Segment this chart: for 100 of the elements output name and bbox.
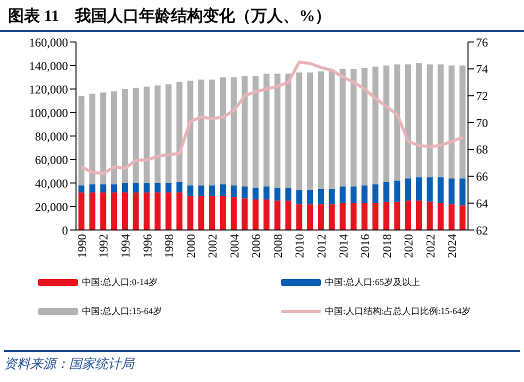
bar xyxy=(460,205,466,230)
bar xyxy=(187,196,194,230)
bar xyxy=(405,200,412,230)
x-tick-label: 2018 xyxy=(380,234,394,258)
bar xyxy=(252,199,259,230)
bar xyxy=(426,64,433,178)
bar xyxy=(340,69,346,187)
bar xyxy=(340,202,346,230)
legend-label: 中国:人口结构:占总人口比例:15-64岁 xyxy=(325,305,470,318)
bar xyxy=(100,92,106,184)
bar xyxy=(230,197,237,230)
y2-tick-label: 70 xyxy=(476,116,488,130)
bar xyxy=(362,185,368,203)
bar xyxy=(132,88,139,183)
bar xyxy=(426,202,433,230)
x-tick-label: 2016 xyxy=(358,234,372,258)
bar xyxy=(89,94,96,184)
bar xyxy=(307,190,314,204)
bar xyxy=(274,200,280,230)
bar xyxy=(144,183,150,192)
y-tick-label: 0 xyxy=(62,223,68,238)
bar xyxy=(318,71,324,189)
bar xyxy=(383,182,390,202)
bar xyxy=(383,66,390,182)
bar xyxy=(154,183,161,192)
bar xyxy=(362,202,368,230)
bar xyxy=(154,85,161,183)
bar xyxy=(122,183,128,192)
bar xyxy=(220,77,226,184)
bar xyxy=(285,200,292,230)
bar xyxy=(242,76,248,187)
text: 资料来源：国家统计局 xyxy=(4,350,520,373)
y2-tick-label: 76 xyxy=(476,35,488,50)
x-tick-label: 2014 xyxy=(336,234,350,258)
bar xyxy=(394,180,400,202)
bar xyxy=(416,177,422,201)
bar xyxy=(372,184,378,203)
y-tick-label: 80,000 xyxy=(35,129,68,144)
bar xyxy=(350,186,357,203)
chart-title: 图表 11 我国人口年龄结构变化（万人、%） xyxy=(0,0,524,32)
bar xyxy=(296,190,302,204)
bar xyxy=(350,69,357,187)
x-tick-label: 2008 xyxy=(270,234,285,258)
bar xyxy=(350,202,357,230)
x-tick-label: 2000 xyxy=(184,234,198,258)
bar xyxy=(328,188,335,204)
bar xyxy=(220,196,226,230)
y-tick-label: 20,000 xyxy=(35,200,68,214)
bar xyxy=(394,64,400,181)
bar xyxy=(264,186,270,200)
x-tick-label: 2006 xyxy=(249,234,264,258)
bar xyxy=(394,202,400,230)
bar xyxy=(122,89,128,183)
x-tick-label: 2002 xyxy=(206,234,220,258)
y-tick-label: 40,000 xyxy=(35,176,68,190)
bar xyxy=(405,64,412,178)
x-tick-label: 2004 xyxy=(227,234,242,258)
bar xyxy=(252,76,259,188)
y-tick-label: 160,000 xyxy=(29,35,68,50)
bar xyxy=(89,192,96,230)
bar xyxy=(274,74,280,188)
bar xyxy=(448,178,455,204)
y2-tick-label: 72 xyxy=(476,88,488,103)
x-tick-label: 1994 xyxy=(118,234,133,258)
bar xyxy=(372,202,378,230)
bar xyxy=(209,196,216,230)
y-tick-label: 60,000 xyxy=(35,152,68,167)
bar xyxy=(448,204,455,230)
bar xyxy=(252,188,259,200)
bar xyxy=(209,80,216,186)
bar xyxy=(242,186,248,198)
bar xyxy=(296,204,302,230)
bar xyxy=(187,80,194,186)
x-tick-label: 1996 xyxy=(140,234,154,258)
bar xyxy=(166,192,172,230)
bar xyxy=(187,185,194,196)
bar xyxy=(274,188,280,201)
bar xyxy=(460,178,466,206)
legend-label: 中国:总人口:65岁及以上 xyxy=(325,276,420,289)
bar xyxy=(460,66,466,178)
x-tick-label: 2020 xyxy=(402,234,416,258)
bar xyxy=(198,185,204,196)
y2-tick-label: 62 xyxy=(476,223,488,238)
bar xyxy=(242,198,248,230)
y-tick-label: 120,000 xyxy=(29,82,68,96)
bar xyxy=(264,74,270,187)
x-tick-label: 1998 xyxy=(162,234,176,258)
bar xyxy=(78,192,84,230)
bar xyxy=(100,192,106,230)
y2-tick-label: 68 xyxy=(476,142,488,157)
bar xyxy=(176,182,182,192)
y2-tick-label: 66 xyxy=(476,170,488,184)
bar xyxy=(111,192,118,230)
bar xyxy=(132,183,139,192)
bar xyxy=(448,66,455,178)
bar xyxy=(89,184,96,192)
bar xyxy=(132,192,139,230)
bar xyxy=(405,178,412,201)
y-tick-label: 140,000 xyxy=(29,58,68,73)
bar xyxy=(144,86,150,183)
